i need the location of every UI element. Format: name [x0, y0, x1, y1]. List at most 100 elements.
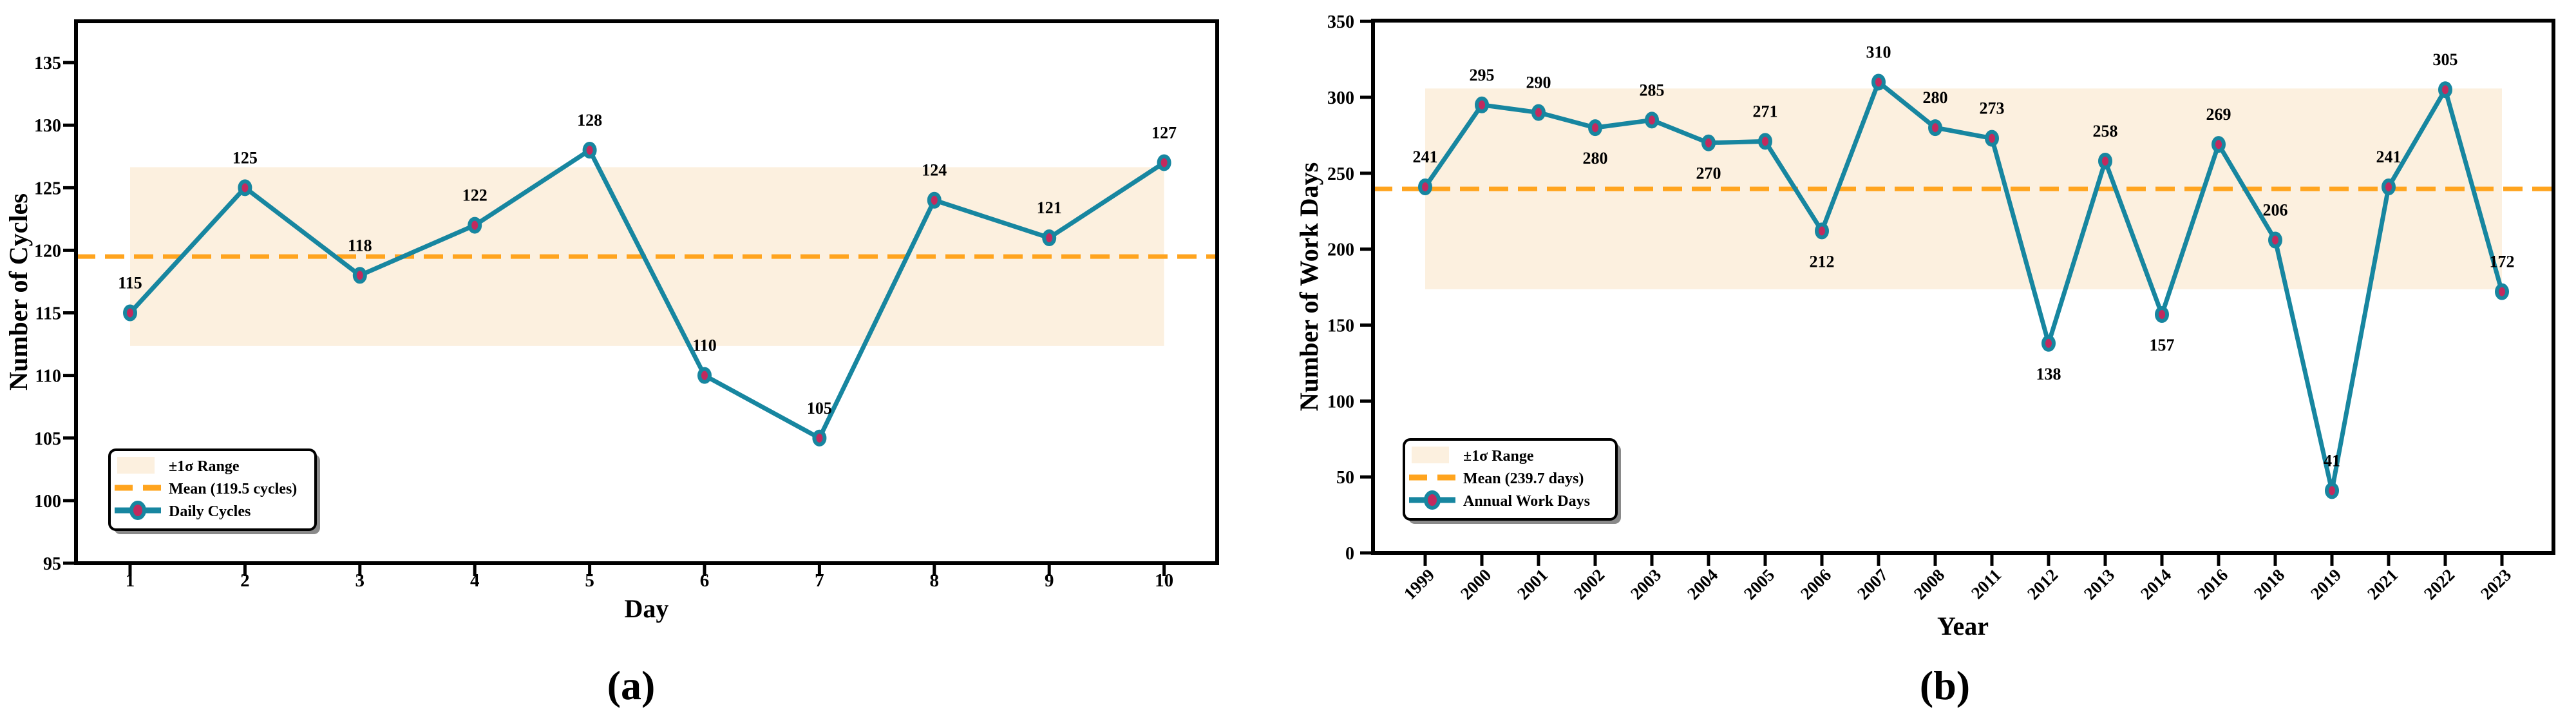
data-point-marker-2001	[1531, 104, 1546, 121]
chart-a-svg: 1151251181221281101051241211279510010511…	[4, 19, 1219, 708]
y-tick-label: 250	[1327, 164, 1354, 184]
y-tick-label: 130	[34, 116, 61, 136]
y-tick-label: 115	[35, 304, 61, 324]
value-label-2013: 258	[2093, 122, 2118, 140]
chart-panel-b: 241 295 290 280 285 270 271 212 310 280 273 138 258 1…	[1288, 0, 2576, 723]
x-tick-label: 4	[470, 570, 480, 591]
series-line	[1423, 79, 2505, 493]
data-point-marker-8	[927, 191, 942, 209]
legend-band-swatch	[117, 457, 155, 474]
y-tick-label: 100	[1327, 392, 1354, 412]
x-tick-label: 5	[585, 570, 594, 591]
value-label-6: 110	[692, 336, 717, 355]
legend-label-1: Mean (119.5 cycles)	[169, 481, 297, 497]
value-label-2007: 310	[1866, 43, 1891, 61]
y-tick-label: 200	[1327, 240, 1354, 260]
x-tick-label: 1999	[1400, 565, 1438, 603]
x-tick-label: 2018	[2250, 565, 2288, 603]
legend-label-2: Daily Cycles	[169, 503, 251, 520]
data-point-marker-2005	[1758, 133, 1772, 150]
x-tick-label: 2013	[2080, 565, 2118, 603]
value-label-2002: 280	[1583, 149, 1608, 168]
data-point-marker-2003	[1645, 111, 1659, 129]
x-tick-label: 2001	[1513, 565, 1551, 603]
data-point-marker-2000	[1475, 96, 1489, 113]
data-point-marker-4	[468, 217, 482, 234]
plot-border	[74, 19, 1219, 565]
y-tick-label: 50	[1336, 468, 1354, 488]
value-label-2000: 295	[1470, 66, 1495, 84]
data-point-marker-2011	[1985, 130, 1999, 147]
y-axis-title-a: Number of Cycles	[4, 193, 33, 390]
data-point-marker-2008	[1928, 119, 1942, 137]
value-label-2012: 138	[2036, 365, 2061, 383]
chart-panel-a: 115 125 118 122 128 110 105 124 121 127 95 100 105 11…	[4, 19, 1219, 708]
data-point-marker-2022	[2438, 81, 2452, 99]
x-tick-label: 3	[355, 570, 365, 591]
y-tick-label: 0	[1345, 544, 1354, 564]
value-label-7: 105	[807, 399, 832, 418]
value-label-1999: 241	[1413, 148, 1438, 166]
value-label-5: 128	[577, 111, 602, 130]
value-label-2018: 206	[2263, 201, 2288, 220]
series-line	[128, 148, 1167, 441]
y-axis-title-b: Number of Work Days	[1294, 162, 1323, 411]
chart-b-svg: 241 295 290 280 285 270 271 212 310 280 273 138 258 1…	[1294, 12, 2555, 708]
x-tick-label: 2012	[2023, 565, 2061, 603]
data-point-marker-5	[582, 142, 597, 159]
caption-a: (a)	[607, 662, 656, 708]
data-point-marker-2012	[2041, 334, 2056, 352]
legend-series-marker	[129, 501, 146, 520]
value-label-2006: 212	[1810, 252, 1835, 271]
data-point-marker-2021	[2382, 178, 2396, 196]
legend-label-2: Annual Work Days	[1463, 493, 1590, 510]
value-label-2016: 269	[2206, 105, 2231, 124]
x-axis-title-b: Year	[1937, 612, 1989, 641]
x-tick-label: 2008	[1910, 565, 1948, 603]
y-tick-label: 125	[34, 178, 61, 198]
data-point-marker-1999	[1418, 178, 1432, 196]
x-tick-label: 2002	[1570, 565, 1608, 603]
x-tick-label: 2014	[2137, 565, 2175, 603]
y-tick-label: 95	[43, 554, 61, 574]
legend-label-1: Mean (239.7 days)	[1463, 470, 1584, 487]
x-tick-label: 2	[240, 570, 250, 591]
x-tick-label: 1	[126, 570, 135, 591]
value-label-1: 115	[118, 274, 142, 293]
value-label-2022: 305	[2433, 50, 2458, 69]
x-tick-label: 2011	[1967, 565, 2005, 602]
caption-b: (b)	[1920, 662, 1970, 708]
data-point-marker-2007	[1871, 73, 1886, 91]
value-label-2004: 270	[1696, 164, 1721, 183]
data-point-marker-2016	[2211, 136, 2226, 153]
x-tick-label: 2005	[1740, 565, 1778, 603]
x-tick-label: 2000	[1457, 565, 1495, 603]
x-tick-label: 2019	[2307, 565, 2345, 603]
data-point-marker-2004	[1701, 134, 1716, 151]
data-point-marker-2	[238, 179, 252, 197]
value-label-2023: 172	[2490, 253, 2515, 271]
y-tick-label: 150	[1327, 316, 1354, 336]
legend-label-0: ±1σ Range	[1463, 448, 1534, 465]
x-axis-title-a: Day	[625, 594, 669, 623]
plot-border	[1371, 19, 2555, 555]
value-label-9: 121	[1037, 198, 1062, 217]
value-label-4: 122	[462, 186, 488, 205]
legend-label-0: ±1σ Range	[169, 458, 240, 475]
x-tick-label: 2016	[2193, 565, 2231, 603]
value-label-2014: 157	[2150, 336, 2175, 354]
value-label-2003: 285	[1640, 81, 1665, 99]
data-point-marker-2006	[1815, 222, 1829, 240]
value-label-2021: 241	[2376, 148, 2401, 166]
data-point-marker-2002	[1588, 119, 1602, 137]
legend-box	[1403, 438, 1618, 521]
x-tick-label: 2007	[1853, 565, 1891, 603]
x-tick-label: 10	[1155, 570, 1173, 591]
x-tick-label: 8	[930, 570, 940, 591]
x-tick-label: 2006	[1797, 565, 1835, 603]
value-label-3: 118	[348, 236, 372, 255]
data-point-marker-2023	[2495, 283, 2509, 300]
data-point-marker-2019	[2325, 482, 2339, 499]
value-label-8: 124	[922, 161, 947, 180]
